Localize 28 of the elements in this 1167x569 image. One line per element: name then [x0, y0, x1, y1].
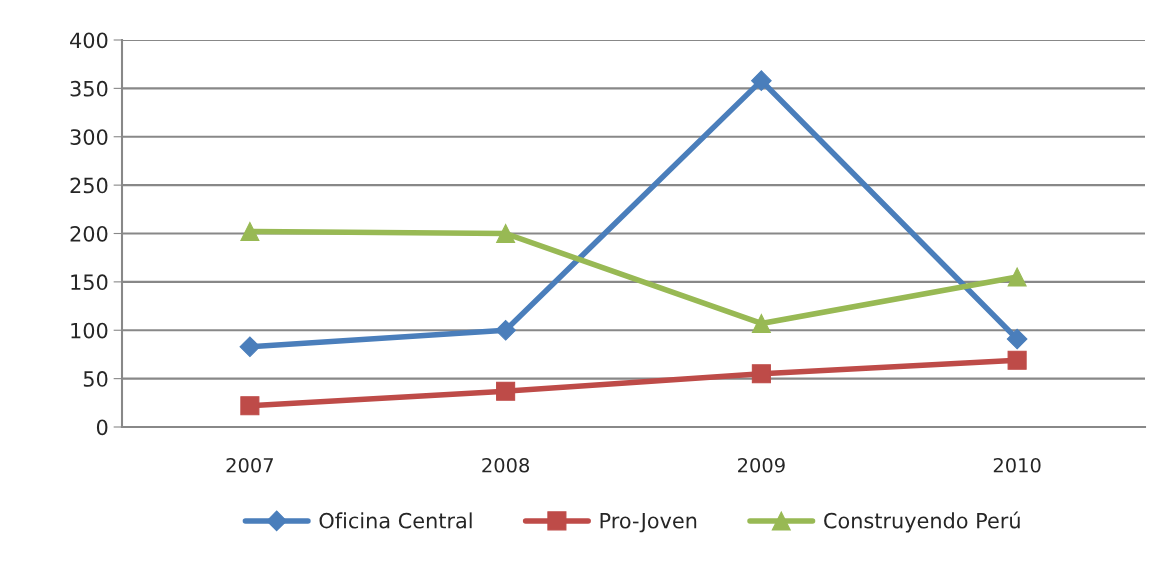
y-tick-label: 200 [70, 225, 108, 242]
point [240, 222, 260, 242]
y-tick-label: 100 [71, 322, 108, 339]
x-tick-label: 2007 [226, 457, 273, 473]
legend-label: Construyendo Perú [824, 511, 1020, 533]
point [239, 336, 261, 358]
x-tick-label: 2009 [738, 457, 785, 473]
x-tick-label: 2010 [993, 457, 1041, 473]
point [1007, 267, 1027, 287]
point [1007, 350, 1027, 370]
point [495, 319, 516, 341]
y-tick-label: 400 [70, 32, 108, 49]
legend-label: Pro-Joven [600, 513, 697, 533]
y-tick-label: 300 [70, 129, 108, 145]
point [751, 364, 771, 384]
point [496, 223, 516, 244]
point [240, 396, 260, 416]
point [1006, 328, 1028, 350]
point [751, 313, 771, 334]
y-tick-label: 50 [83, 371, 108, 387]
point [496, 381, 516, 401]
y-tick-label: 250 [70, 177, 108, 194]
point [751, 70, 772, 91]
y-tick-label: 0 [96, 419, 108, 436]
x-tick-label: 2008 [482, 457, 530, 473]
legend-label: Oficina Central [319, 512, 472, 529]
y-tick-label: 350 [70, 80, 108, 97]
y-tick-label: 150 [71, 274, 108, 291]
